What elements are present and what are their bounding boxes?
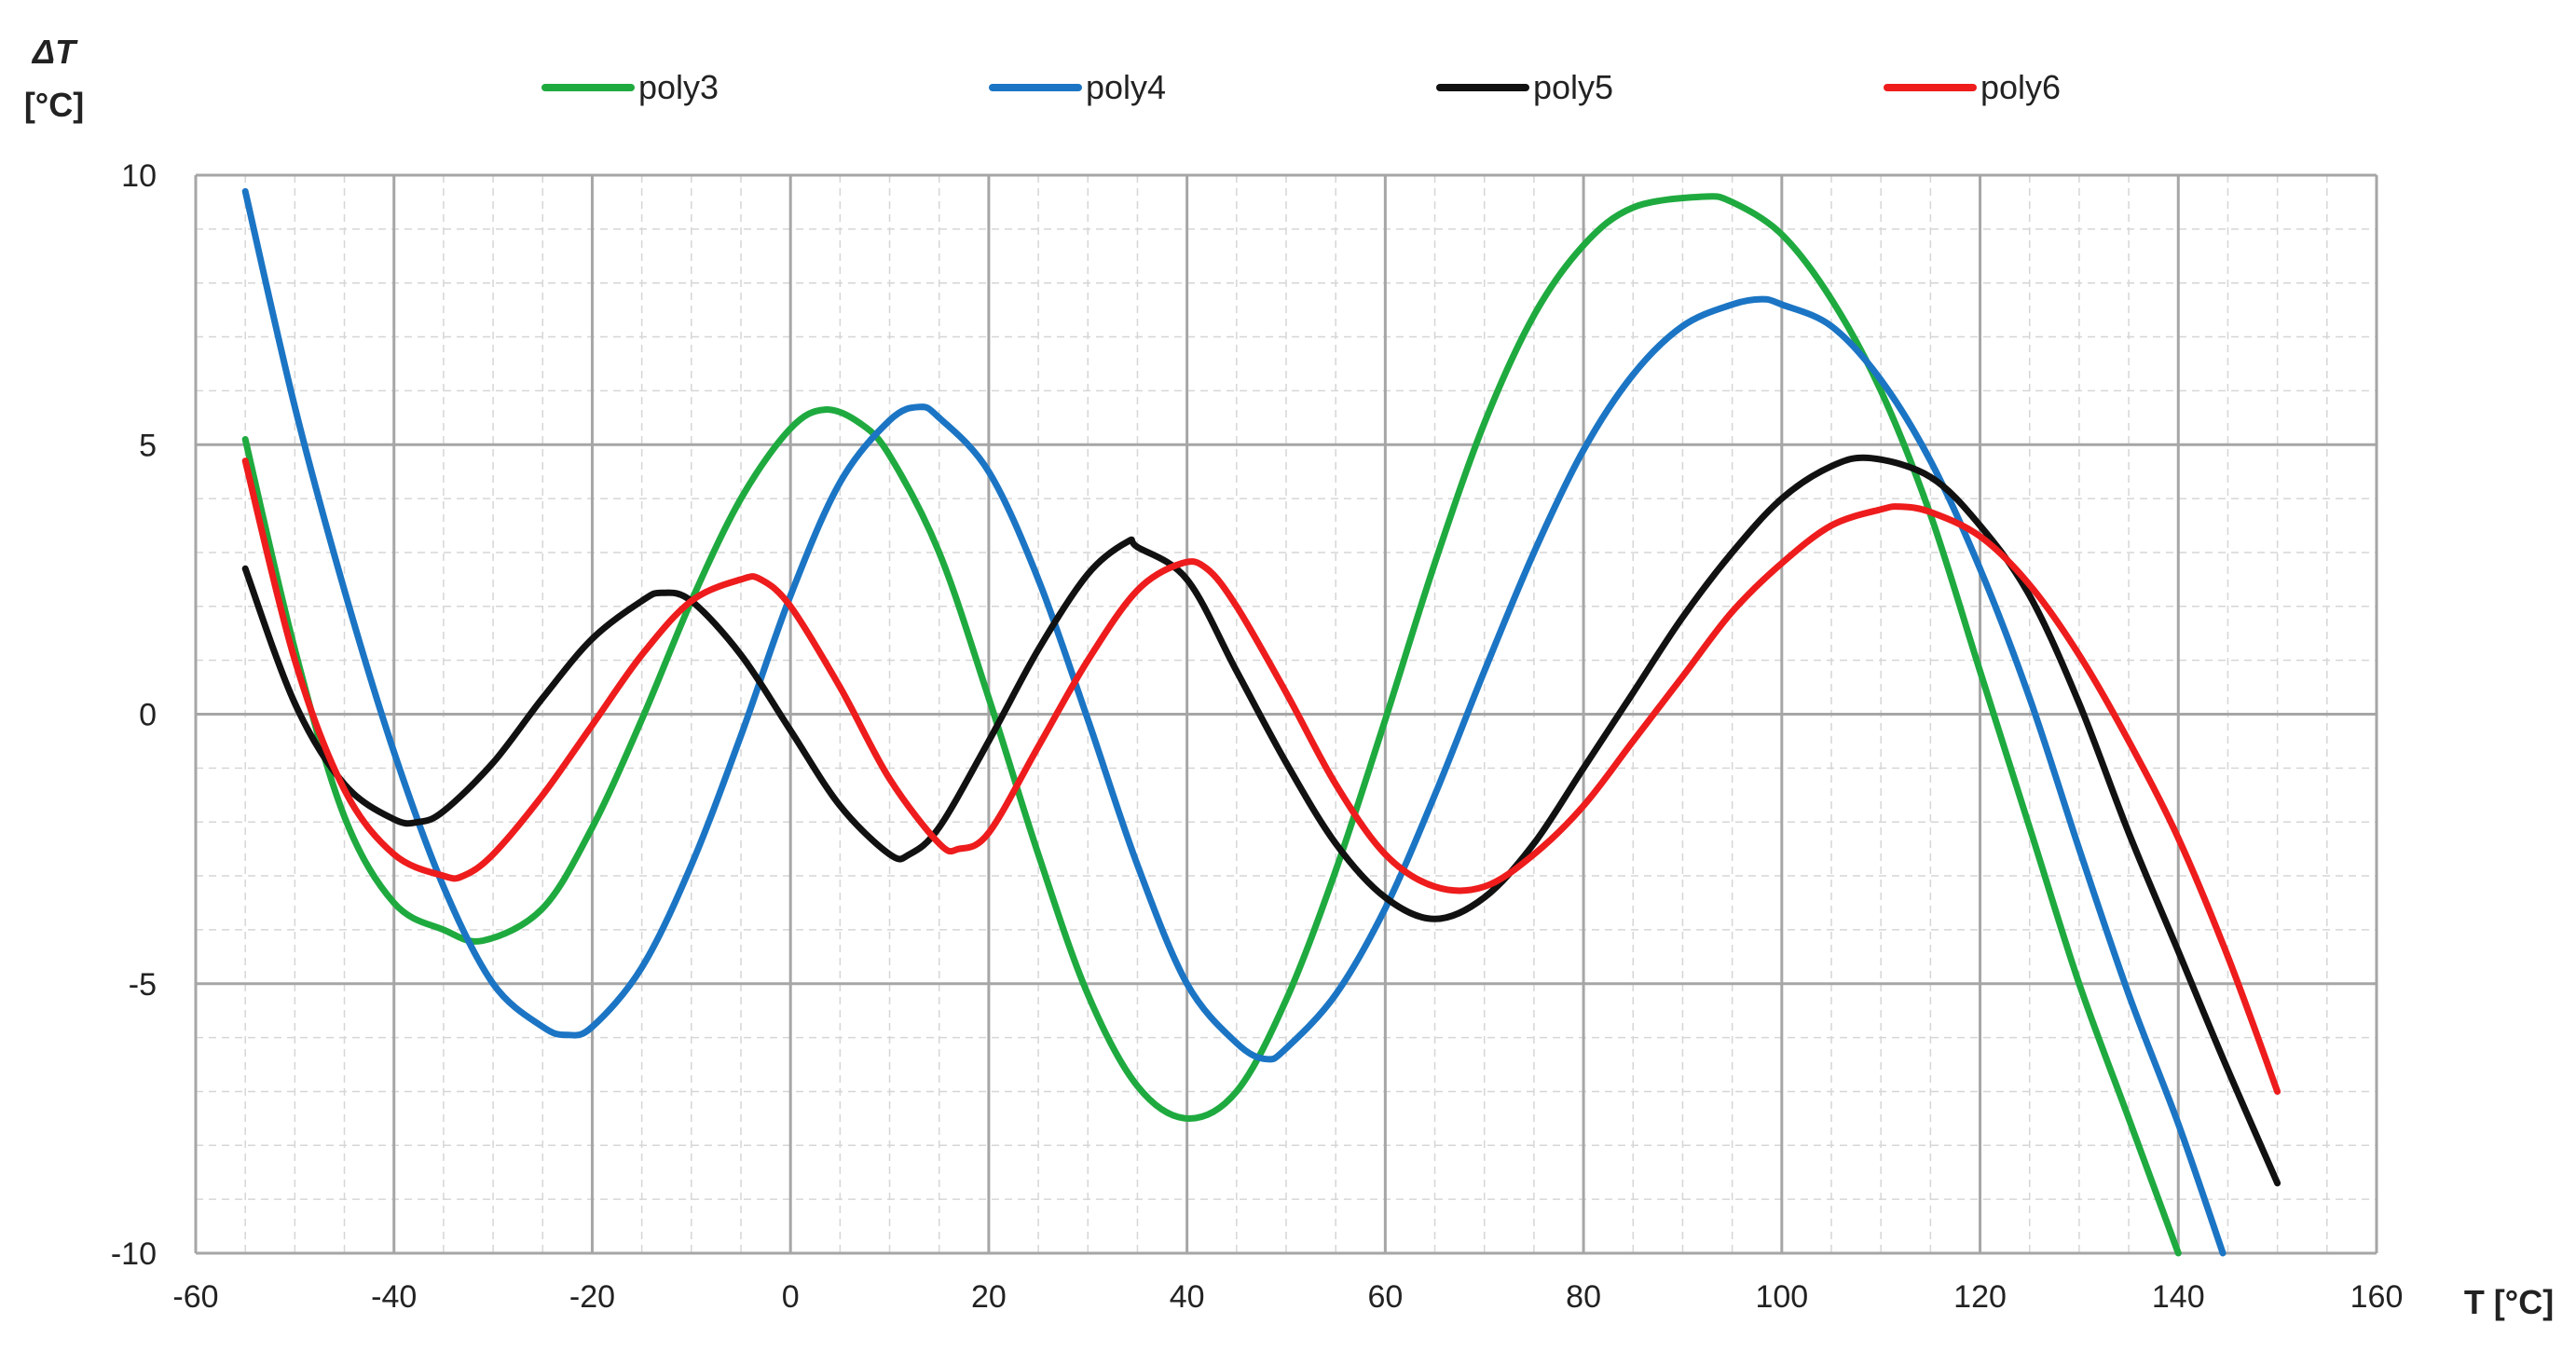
x-tick-label: 40	[1170, 1279, 1205, 1315]
x-tick-label: 140	[2152, 1279, 2205, 1315]
y-tick-label: 5	[139, 428, 157, 463]
legend-label-poly5: poly5	[1533, 68, 1613, 106]
y-axis-title-line2: [°C]	[24, 86, 84, 124]
series-line-poly3	[241, 193, 2182, 1257]
x-tick-label: 100	[1755, 1279, 1808, 1315]
x-tick-label: 160	[2350, 1279, 2404, 1315]
legend-label-poly6: poly6	[1980, 68, 2061, 106]
x-axis-title: T [°C]	[2464, 1283, 2554, 1321]
x-tick-label: 0	[782, 1279, 800, 1315]
y-axis-title-line1: ΔT	[31, 33, 78, 71]
y-tick-label: -5	[129, 967, 157, 1003]
legend-label-poly3: poly3	[638, 68, 719, 106]
x-tick-label: 20	[971, 1279, 1007, 1315]
x-tick-label: -60	[172, 1279, 218, 1315]
x-tick-label: -40	[371, 1279, 417, 1315]
x-tick-label: 60	[1367, 1279, 1403, 1315]
x-tick-label: 120	[1953, 1279, 2007, 1315]
x-tick-label: 80	[1566, 1279, 1601, 1315]
y-tick-label: 10	[121, 158, 157, 194]
x-tick-label: -20	[569, 1279, 615, 1315]
legend-label-poly4: poly4	[1086, 68, 1166, 106]
y-tick-label: 0	[139, 698, 157, 733]
series-line-poly6	[241, 457, 2281, 1095]
series-line-poly5	[241, 454, 2281, 1187]
y-tick-label: -10	[111, 1236, 157, 1272]
series-line-poly4	[241, 187, 2227, 1257]
